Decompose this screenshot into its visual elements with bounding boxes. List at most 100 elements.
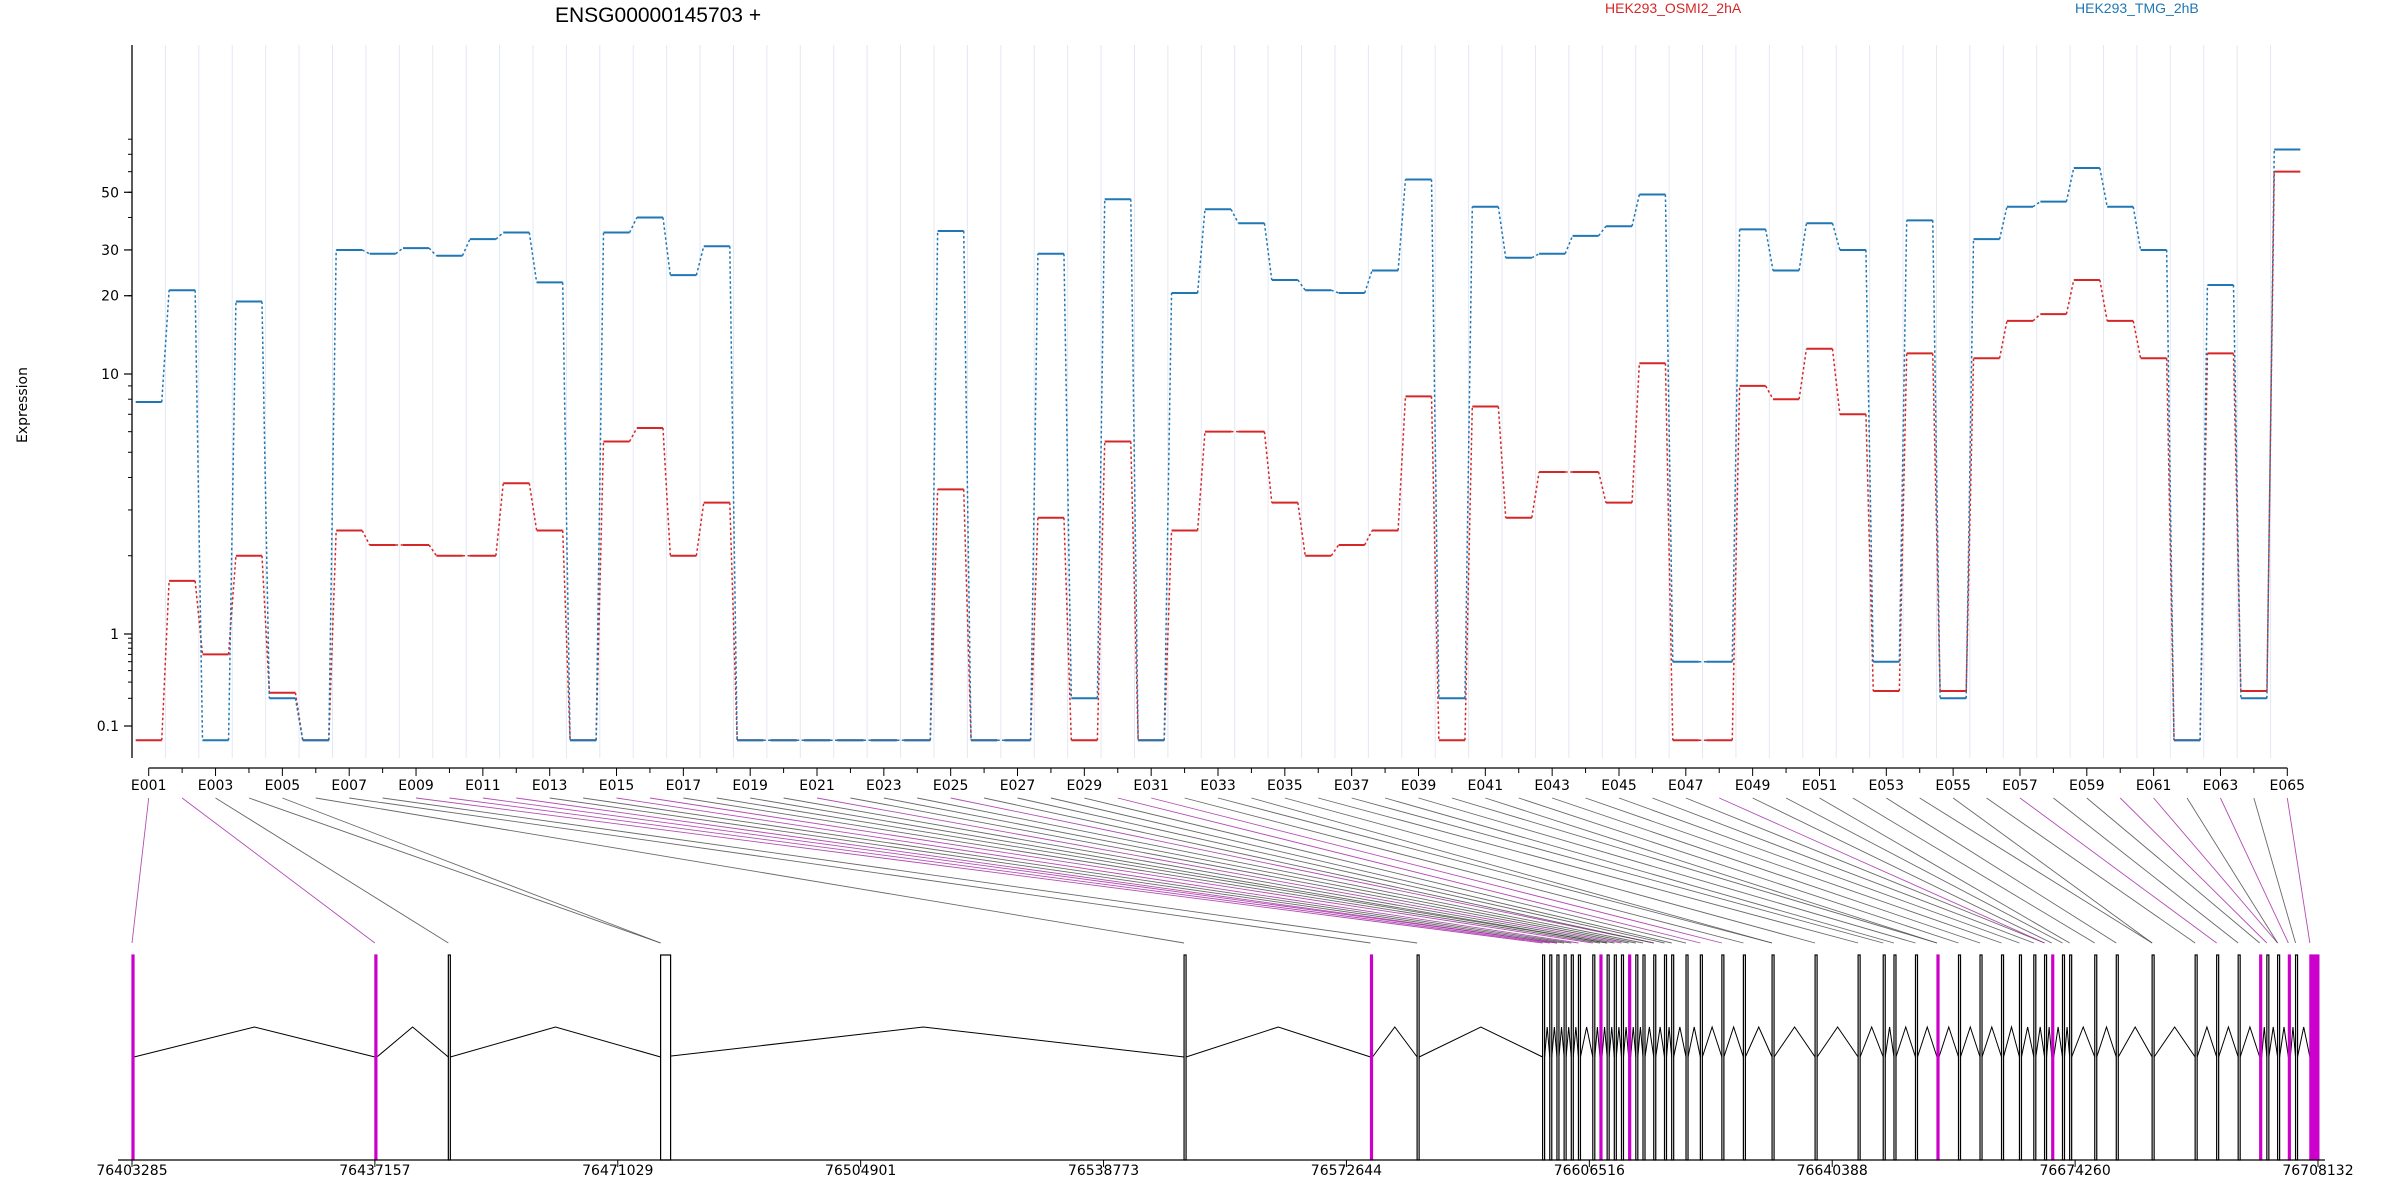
exon-box xyxy=(2287,954,2291,1161)
exon-connector-line xyxy=(783,797,1615,944)
exon-box xyxy=(1721,954,1725,1161)
exon-connector-lines xyxy=(131,797,2311,944)
intron-line xyxy=(1185,1026,1371,1058)
genomic-coordinate-label: 76572644 xyxy=(1311,1163,1382,1179)
exon-connector-line xyxy=(1384,797,1895,944)
chart-title: ENSG00000145703 + xyxy=(555,4,761,27)
series-step-connector xyxy=(361,249,370,255)
exon-connector-line xyxy=(215,797,449,944)
series-step-connector xyxy=(160,580,170,741)
series-step-connector xyxy=(1196,209,1206,294)
exon-connector-line xyxy=(248,797,661,944)
series-step-connector xyxy=(1497,406,1507,518)
intron-line xyxy=(2053,1026,2063,1058)
intron-line xyxy=(2268,1026,2279,1058)
series-step-connector xyxy=(194,290,204,741)
intron-line xyxy=(1372,1026,1418,1058)
series-step-connector xyxy=(1597,471,1607,503)
exon-connector-line xyxy=(816,797,1622,944)
exon-connector-line xyxy=(1652,797,2034,944)
x-tick-label: E029 xyxy=(1067,778,1103,794)
exon-box xyxy=(2094,954,2098,1161)
grid-lines xyxy=(131,45,2272,758)
genomic-coordinate-label: 76504901 xyxy=(825,1163,896,1179)
series-step-connector xyxy=(528,232,538,283)
exon-box xyxy=(1613,954,1617,1161)
exon-box xyxy=(1635,954,1639,1161)
exon-connector-line xyxy=(516,797,1558,944)
intron-line xyxy=(2020,1026,2035,1058)
x-tick-label: E009 xyxy=(398,778,434,794)
exon-connector-line xyxy=(1785,797,2063,944)
intron-line xyxy=(2279,1026,2289,1058)
series-step-connector xyxy=(1029,253,1039,741)
series-step-connector xyxy=(1631,363,1641,503)
series-step-connector xyxy=(1331,289,1339,294)
series-step-connector xyxy=(1932,353,1941,692)
exon-box xyxy=(2115,954,2119,1161)
exon-box xyxy=(1671,954,1675,1161)
series-step-connector xyxy=(1196,431,1206,531)
series-step-connector xyxy=(2199,353,2209,741)
exon-box xyxy=(1771,954,1775,1161)
series-1 xyxy=(135,170,2301,742)
exon-box xyxy=(2043,954,2048,1161)
exon-box xyxy=(1653,954,1657,1161)
exon-box xyxy=(1936,954,1940,1161)
exon-connector-line xyxy=(131,797,150,944)
intron-line xyxy=(1565,1026,1572,1058)
x-tick-label: E013 xyxy=(532,778,568,794)
intron-line xyxy=(2003,1025,2020,1058)
series-step-connector xyxy=(1998,206,2008,240)
x-tick-label: E021 xyxy=(799,778,835,794)
intron-line xyxy=(2261,1026,2268,1058)
exon-connector-line xyxy=(1886,797,2117,944)
exon-connector-line xyxy=(349,797,1371,944)
exon-box xyxy=(1642,954,1646,1161)
exon-connector-line xyxy=(649,797,1593,944)
exon-connector-line xyxy=(1017,797,1665,944)
exon-box xyxy=(2277,954,2281,1161)
intron-line xyxy=(1608,1026,1615,1058)
exon-connector-line xyxy=(282,797,661,944)
exon-connector-line xyxy=(716,797,1608,944)
exon-connector-line xyxy=(1217,797,1773,944)
exon-connector-line xyxy=(1952,797,2153,944)
series-step-connector xyxy=(1798,348,1808,400)
exon-connector-line xyxy=(1919,797,2153,944)
series-step-connector xyxy=(561,282,571,741)
series-step-connector xyxy=(2199,284,2209,741)
series-step-connector xyxy=(1898,220,1908,662)
y-tick-label: 0.1 xyxy=(97,719,119,735)
y-tick-label: 30 xyxy=(101,243,119,259)
exon-box xyxy=(1606,954,1610,1161)
exon-box xyxy=(2216,954,2220,1161)
exon-box xyxy=(1369,954,1374,1161)
series-step-connector xyxy=(1130,199,1139,741)
series-step-connector xyxy=(1397,179,1407,271)
intron-line xyxy=(2117,1025,2153,1058)
exon-connector-line xyxy=(1986,797,2196,944)
exon-box xyxy=(2151,954,2155,1161)
x-tick-label: E049 xyxy=(1735,778,1771,794)
series-lines xyxy=(135,148,2301,742)
y-axis-label: Expression xyxy=(15,367,31,443)
intron-line xyxy=(1938,1025,1959,1058)
exon-box xyxy=(1882,954,1886,1161)
exon-connector-line xyxy=(2286,797,2311,944)
exon-box xyxy=(2266,954,2270,1161)
series-step-connector xyxy=(729,246,738,741)
exon-connector-line xyxy=(917,797,1644,944)
series-step-connector xyxy=(1965,358,1975,692)
exon-connector-line xyxy=(950,797,1654,944)
exon-connector-line xyxy=(2220,797,2289,944)
series-step-connector xyxy=(1764,229,1774,271)
intron-line xyxy=(2063,1026,2071,1058)
exon-box xyxy=(2294,954,2299,1161)
exon-connector-line xyxy=(683,797,1601,944)
x-tick-label: E033 xyxy=(1200,778,1236,794)
intron-line xyxy=(2289,1026,2297,1058)
exon-connector-line xyxy=(1852,797,2095,944)
exon-connector-line xyxy=(1485,797,1938,944)
